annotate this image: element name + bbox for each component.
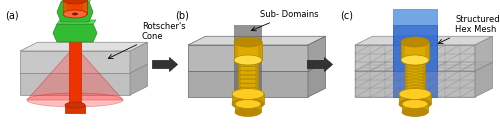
Polygon shape xyxy=(405,60,425,94)
Ellipse shape xyxy=(401,55,429,65)
Polygon shape xyxy=(402,104,428,112)
Polygon shape xyxy=(53,24,97,42)
Polygon shape xyxy=(232,94,237,104)
Polygon shape xyxy=(422,60,425,94)
Polygon shape xyxy=(259,94,264,104)
Polygon shape xyxy=(258,42,262,60)
Ellipse shape xyxy=(63,0,87,4)
Polygon shape xyxy=(65,105,85,113)
Polygon shape xyxy=(57,2,93,22)
Polygon shape xyxy=(475,62,492,97)
Polygon shape xyxy=(399,94,404,104)
Polygon shape xyxy=(235,104,239,112)
Polygon shape xyxy=(235,104,261,112)
FancyArrow shape xyxy=(152,58,178,71)
Ellipse shape xyxy=(402,99,428,108)
Ellipse shape xyxy=(234,37,262,47)
Polygon shape xyxy=(402,104,406,112)
Polygon shape xyxy=(393,25,437,97)
Polygon shape xyxy=(27,46,123,100)
Polygon shape xyxy=(308,62,326,97)
Ellipse shape xyxy=(405,57,425,63)
Polygon shape xyxy=(61,0,92,2)
Polygon shape xyxy=(188,45,308,71)
Polygon shape xyxy=(475,36,492,71)
Polygon shape xyxy=(188,62,326,71)
Ellipse shape xyxy=(402,107,428,116)
Polygon shape xyxy=(393,9,437,45)
Ellipse shape xyxy=(238,91,258,98)
Ellipse shape xyxy=(235,99,261,108)
Polygon shape xyxy=(20,51,130,73)
Ellipse shape xyxy=(232,99,264,110)
Ellipse shape xyxy=(405,91,425,98)
Ellipse shape xyxy=(234,55,262,65)
Polygon shape xyxy=(255,60,258,94)
Ellipse shape xyxy=(399,99,431,110)
Polygon shape xyxy=(234,42,238,60)
Polygon shape xyxy=(425,42,429,60)
Polygon shape xyxy=(238,60,241,94)
Polygon shape xyxy=(308,36,326,71)
Text: (b): (b) xyxy=(175,10,189,20)
Polygon shape xyxy=(57,20,96,24)
Text: Sub- Domains: Sub- Domains xyxy=(252,10,318,31)
Text: (c): (c) xyxy=(340,10,353,20)
Polygon shape xyxy=(20,73,130,95)
Ellipse shape xyxy=(399,88,431,99)
Polygon shape xyxy=(63,0,66,14)
Ellipse shape xyxy=(238,57,258,63)
Polygon shape xyxy=(426,94,431,104)
Ellipse shape xyxy=(63,10,87,18)
Polygon shape xyxy=(69,30,81,105)
Polygon shape xyxy=(424,104,428,112)
Ellipse shape xyxy=(235,107,261,116)
Polygon shape xyxy=(355,71,475,97)
Polygon shape xyxy=(401,42,405,60)
Polygon shape xyxy=(355,45,475,71)
Text: Rotscher's
Cone: Rotscher's Cone xyxy=(108,22,186,58)
Ellipse shape xyxy=(72,13,78,15)
Polygon shape xyxy=(20,64,148,73)
Polygon shape xyxy=(399,94,431,104)
Polygon shape xyxy=(84,0,87,14)
Polygon shape xyxy=(234,25,262,97)
Polygon shape xyxy=(63,0,87,14)
Polygon shape xyxy=(130,42,148,73)
Polygon shape xyxy=(405,60,408,94)
Polygon shape xyxy=(130,64,148,95)
Ellipse shape xyxy=(232,88,264,99)
Polygon shape xyxy=(188,36,326,45)
FancyArrow shape xyxy=(308,58,332,71)
Polygon shape xyxy=(232,94,264,104)
Polygon shape xyxy=(188,71,308,97)
Polygon shape xyxy=(20,42,148,51)
Ellipse shape xyxy=(27,93,123,107)
Polygon shape xyxy=(401,42,429,60)
Polygon shape xyxy=(355,36,492,45)
Ellipse shape xyxy=(65,102,85,108)
Text: (a): (a) xyxy=(5,10,18,20)
Polygon shape xyxy=(393,35,437,71)
Polygon shape xyxy=(257,104,261,112)
Polygon shape xyxy=(238,60,258,94)
Polygon shape xyxy=(355,62,492,71)
Polygon shape xyxy=(234,42,262,60)
Ellipse shape xyxy=(401,37,429,47)
Text: Structured
Hex Mesh: Structured Hex Mesh xyxy=(438,15,500,43)
